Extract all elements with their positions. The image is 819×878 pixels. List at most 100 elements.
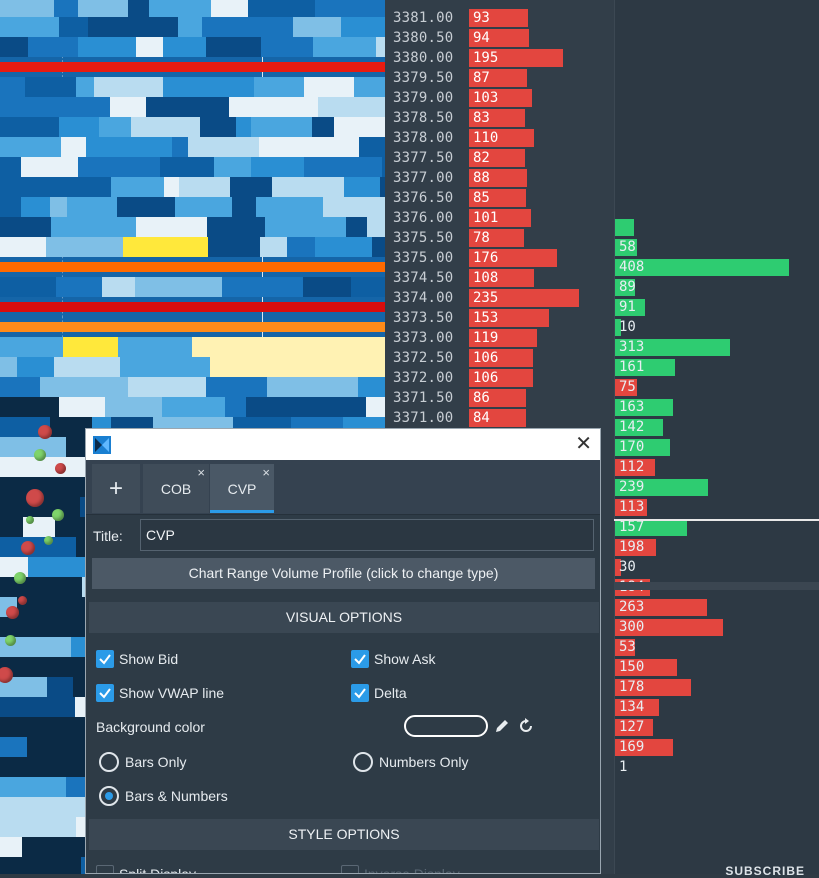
heatmap-cell [146,97,229,117]
heatmap-cell [59,397,105,417]
heatmap-cell [0,237,46,257]
price-row[interactable]: 3374.50 108 [385,268,614,288]
cvp-row: 169 [615,738,819,758]
price-row[interactable]: 3380.50 94 [385,28,614,48]
price-row[interactable]: 3371.50 86 [385,388,614,408]
add-tab-button[interactable]: + [92,464,140,513]
cvp-row: 134 [615,698,819,718]
heatmap-cell [50,197,67,217]
volume-label: 106 [473,370,499,386]
price-row[interactable]: 3375.50 78 [385,228,614,248]
price-row[interactable]: 3378.00 110 [385,128,614,148]
price-row[interactable]: 3376.00 101 [385,208,614,228]
heatmap-cell [0,537,76,557]
cvp-bar [615,399,673,416]
volume-label: 195 [473,50,499,66]
heatmap-cell [40,377,128,397]
heatmap-cell [136,37,163,57]
heatmap-cell [304,157,382,177]
heatmap-cell [0,577,82,597]
heatmap-cell [256,197,323,217]
heatmap-cell [230,177,272,197]
heatmap-cell [318,97,385,117]
heatmap-cell [29,757,91,777]
tab-cob-label: COB [160,481,192,497]
price-row[interactable]: 3373.00 119 [385,328,614,348]
price-row[interactable]: 3373.50 153 [385,308,614,328]
price-row[interactable]: 3380.00 195 [385,48,614,68]
heatmap-cell [0,517,23,537]
price-row[interactable]: 3372.00 106 [385,368,614,388]
tab-cvp-close-icon[interactable]: × [262,465,270,480]
heatmap-cell [0,857,81,874]
cvp-bar [615,739,673,756]
pencil-icon[interactable] [493,717,511,735]
heatmap-cell [51,217,136,237]
cvp-row: 89 [615,278,819,298]
cvp-bar [615,419,663,436]
background-color-swatch[interactable] [404,715,488,737]
price-row[interactable]: 3377.00 88 [385,168,614,188]
cvp-row: 91 [615,298,819,318]
heatmap-cell [206,377,267,397]
close-icon[interactable]: ✕ [575,433,592,455]
cvp-value: 170 [619,439,645,455]
heatmap-cell [0,157,21,177]
checkbox-checked-icon [96,650,114,668]
visual-options-header[interactable]: VISUAL OPTIONS [89,602,599,633]
dialog-titlebar[interactable]: ✕ [86,429,600,460]
price-row[interactable]: 3375.00 176 [385,248,614,268]
volume-bar [469,309,549,327]
price-row[interactable]: 3374.00 235 [385,288,614,308]
cvp-row: 142 [615,418,819,438]
style-options-header[interactable]: STYLE OPTIONS [89,819,599,850]
heatmap-cell [27,737,95,757]
price-row[interactable]: 3377.50 82 [385,148,614,168]
price-label: 3375.00 [393,250,454,266]
heatmap-cell [272,177,344,197]
cvp-bar [615,439,670,456]
cvp-profile-panel[interactable]: 58 408 89 91 10 313 161 75 163 142 170 112 239 113 157… [614,0,819,874]
heatmap-cell [376,37,385,57]
radio-checked-icon [99,786,119,806]
price-row[interactable]: 3376.50 85 [385,188,614,208]
volume-label: 93 [473,10,490,26]
heatmap-cell [41,497,80,517]
trade-bubble [38,425,52,439]
tab-cob-close-icon[interactable]: × [197,465,205,480]
heatmap-cell [210,357,289,377]
heatmap-cell [99,117,131,137]
price-row[interactable]: 3379.00 103 [385,88,614,108]
volume-bar [469,89,532,107]
tab-cob[interactable]: COB × [143,464,209,513]
heatmap-cell [54,357,87,377]
heatmap-cell [0,417,50,437]
cvp-bar [615,479,708,496]
price-row[interactable]: 3379.50 87 [385,68,614,88]
volume-bar [469,289,579,307]
heatmap-cell [346,217,367,237]
profile-type-button[interactable]: Chart Range Volume Profile (click to cha… [92,558,595,589]
price-row[interactable]: 3371.00 84 [385,408,614,428]
cvp-value: 198 [619,539,645,555]
heatmap-cell [372,237,385,257]
price-row[interactable]: 3381.00 93 [385,8,614,28]
heatmap-cell [0,177,64,197]
heatmap-cell [76,77,94,97]
tab-cvp[interactable]: CVP × [210,464,274,513]
trade-bubble [14,572,26,584]
volume-bar [469,369,533,387]
title-input[interactable]: CVP [140,519,594,551]
heatmap-cell [179,177,230,197]
heatmap-cell [0,277,56,297]
heatmap-cell [78,157,160,177]
cvp-bar [615,719,653,736]
heatmap-cell [313,37,376,57]
heatmap-cell [149,0,211,17]
heatmap-cell [304,77,354,97]
heatmap-cell [175,197,232,217]
reset-icon[interactable] [517,717,535,735]
price-row[interactable]: 3372.50 106 [385,348,614,368]
price-row[interactable]: 3378.50 83 [385,108,614,128]
heatmap-cell [67,197,117,217]
